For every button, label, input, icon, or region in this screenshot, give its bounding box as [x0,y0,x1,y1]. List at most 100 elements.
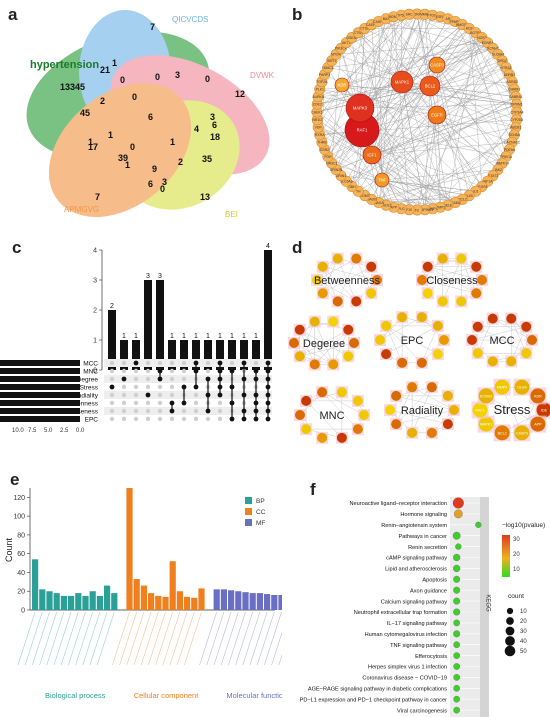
network-edge [381,179,441,208]
subnet-node [416,357,427,368]
upset-matrix-stripe [104,375,272,383]
upset-matrix-dot [253,368,259,374]
network-edge [393,16,516,97]
upset-matrix-dot [229,416,235,422]
kegg-category-label: Lipid and atherosclerosis [385,567,447,573]
go-y-tick-label: 20 [17,589,25,596]
network-node [403,8,415,20]
kegg-category-label: cAMP signaling pathway [386,556,447,562]
kegg-category-label: Axon guidance [410,588,447,594]
kegg-point [453,630,461,638]
upset-matrix-dot-empty [229,360,235,366]
subnet-node [521,321,532,332]
subnet-node [372,275,382,285]
network-edge [432,119,517,209]
subnet-title: Stress [494,402,531,417]
upset-matrix-dot-empty [205,368,211,374]
network-edge [447,32,476,206]
network-edge [371,127,516,156]
network-edge [429,37,483,87]
subnet-node [536,402,550,418]
upset-matrix-dot-empty [145,384,151,390]
venn-count: 3 [210,112,215,122]
upset-set-label: Radiality [73,393,99,400]
subnet-node-label: KCNH2 [480,394,492,398]
go-bar [264,594,271,610]
go-bar [242,592,249,610]
upset-set-label: Closeness [68,409,99,416]
go-bar [191,597,198,610]
venn-count: 2 [178,157,183,167]
network-node-label: VEGFA [476,185,488,189]
network-edge [364,28,438,66]
go-bar-term-label [53,611,72,666]
network-hub-node [428,56,446,74]
network-edge [371,142,513,156]
network-node-label: NR1I2 [312,118,322,122]
upset-matrix-dot [217,376,223,382]
upset-bar-label: 1 [230,333,234,340]
subnet-edge [299,329,349,357]
upset-matrix-dot-empty [109,376,115,382]
network-edge [436,64,503,164]
subnet-node [416,312,427,323]
network-edge [359,21,456,109]
network-edge [401,14,426,83]
network-edge [359,18,387,109]
subnet-edge [492,318,533,341]
venn-count: 3 [162,177,167,187]
venn-count: 6 [148,112,153,122]
upset-set-label: EPC [85,417,99,424]
go-bar [68,595,75,610]
network-edge [346,42,449,206]
upset-matrix-dot-empty [109,408,115,414]
subnet-node [312,275,322,285]
kegg-point [475,521,482,528]
upset-bar-label: 1 [206,333,210,340]
upset-matrix-dot-empty [157,392,163,398]
upset-set-size-bar [0,400,80,406]
subnet-edge [421,266,477,281]
upset-bar [192,340,200,370]
upset-matrix-dot [169,400,175,406]
subnetwork-panel: d Betweenness Closeness Degeree EPC MCC MNC Ra… [288,238,550,444]
venn-count: 3 [175,70,180,80]
upset-matrix-dot-empty [181,376,187,382]
go-bar [39,589,46,610]
network-edge [401,81,503,164]
subnet-node [317,288,328,299]
upset-bar-label: 1 [242,333,246,340]
upset-matrix-dot [121,376,127,382]
network-edge [401,28,470,83]
subnet-node-label: DLG4 [517,386,526,390]
venn-count: 1 [112,58,117,68]
network-node-label: F10 [406,208,412,212]
network-node-label: NOS3 [477,36,486,40]
go-group-label: Biological process [45,691,106,700]
subnet-node [328,316,339,327]
subnet-node [336,432,347,443]
go-bar-term-label [32,611,50,666]
subnet-node [301,395,312,406]
network-edge [436,48,494,116]
kegg-size-swatch [505,636,515,646]
network-node-label: OPRM1 [511,103,523,107]
upset-matrix-dot-empty [133,416,139,422]
network-node-label: ADRB2 [506,80,517,84]
kegg-dot-plot: f KEGG Neuroactive ligand−receptor intera… [300,480,545,717]
go-bar-term-label [242,611,261,666]
go-bar-term-label [206,611,225,666]
subnet-node [494,425,510,441]
upset-matrix-dot-empty [157,416,163,422]
kegg-category-label: Hormone signaling [400,512,447,518]
network-edge [319,88,516,128]
subnet-edge [322,266,372,294]
upset-bar [264,250,272,370]
subnet-node [332,296,343,307]
network-hub-label: BCL2 [425,84,436,89]
go-y-axis-title: Count [4,538,14,563]
venn-count: 1 [108,130,113,140]
network-edge [416,48,494,211]
network-edge [385,18,431,87]
network-edge [381,179,470,196]
